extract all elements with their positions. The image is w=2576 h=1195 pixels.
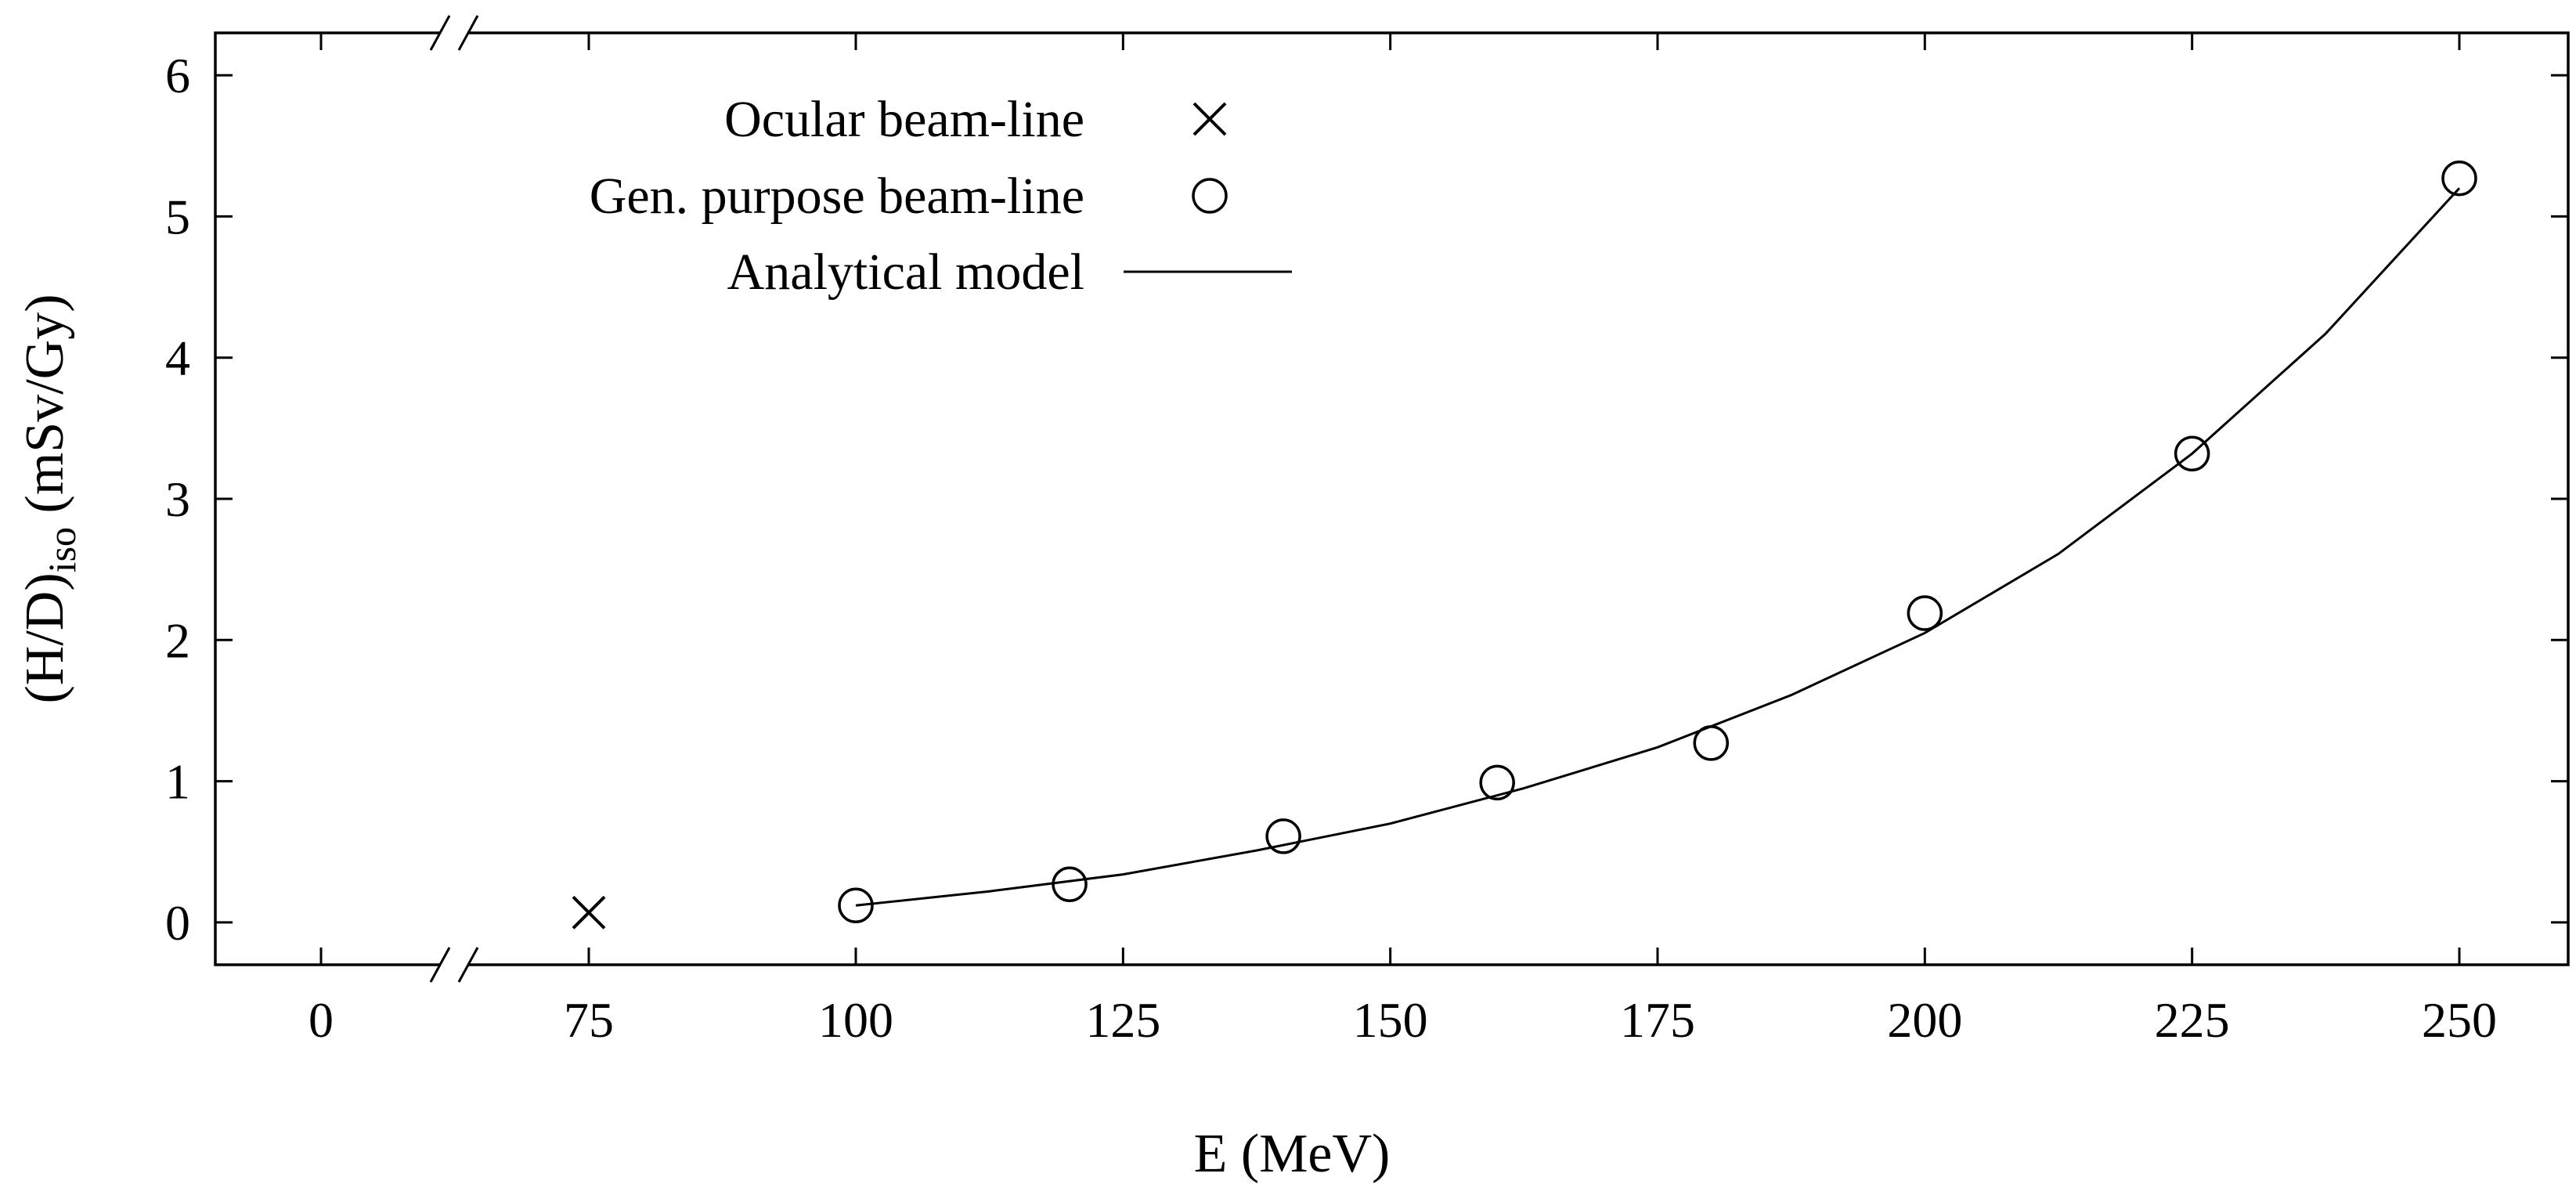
y-tick-label: 4 [165,330,190,386]
break-bottom-slash-1 [429,947,451,983]
x-axis-title: E (MeV) [1194,1124,1391,1184]
ocular-point-stroke-2 [572,895,606,930]
legend-label: Analytical model [727,244,1084,301]
y-tick-label: 0 [165,895,190,951]
legend-label: Gen. purpose beam-line [590,168,1084,225]
legend-x-marker-stroke-2 [1192,102,1227,136]
break-top-slash-2 [457,15,479,51]
axis-break [429,15,479,983]
gen-purpose-point [1907,595,1943,631]
data-layer [572,160,2477,930]
gen-purpose-point [2441,160,2477,197]
break-top-slash-1 [429,15,451,51]
x-tick-label: 0 [308,992,334,1048]
x-tick-label: 100 [818,992,893,1048]
y-axis-title-main: (H/D) [15,572,75,703]
ocular-point [572,895,606,930]
break-bottom-gap [440,959,468,971]
x-tick-label: 150 [1353,992,1428,1048]
x-tick-label: 125 [1085,992,1160,1048]
x-tick-label: 75 [564,992,614,1048]
x-tick-label: 175 [1620,992,1695,1048]
gen-purpose-point [1479,764,1515,801]
plot-frame [214,31,2570,966]
x-tick-label: 200 [1887,992,1962,1048]
break-top-gap [440,27,468,39]
analytical-model-line [855,187,2461,907]
y-axis-title-subscript: iso [40,527,84,572]
y-axis-title-unit: (mSv/Gy) [15,294,75,527]
legend-circle-marker [1192,178,1228,214]
break-bottom-slash-2 [457,947,479,983]
y-tick-label: 3 [165,471,190,527]
y-tick-label: 5 [165,189,190,244]
legend: Ocular beam-line Gen. purpose beam-line An… [590,91,1292,301]
y-tick-label: 1 [165,754,190,810]
y-tick-label: 2 [165,612,190,668]
gen-purpose-point [1052,866,1088,902]
legend-label: Ocular beam-line [724,91,1084,148]
y-axis-title: (H/D)iso (mSv/Gy) [15,294,84,703]
x-tick-label: 225 [2155,992,2230,1048]
y-tick-label: 6 [165,48,190,103]
x-tick-label: 250 [2422,992,2497,1048]
ticks-layer: 0 75 100 125 150 175 200 225 250 0 1 2 3 4 5 6 [165,33,2568,1048]
